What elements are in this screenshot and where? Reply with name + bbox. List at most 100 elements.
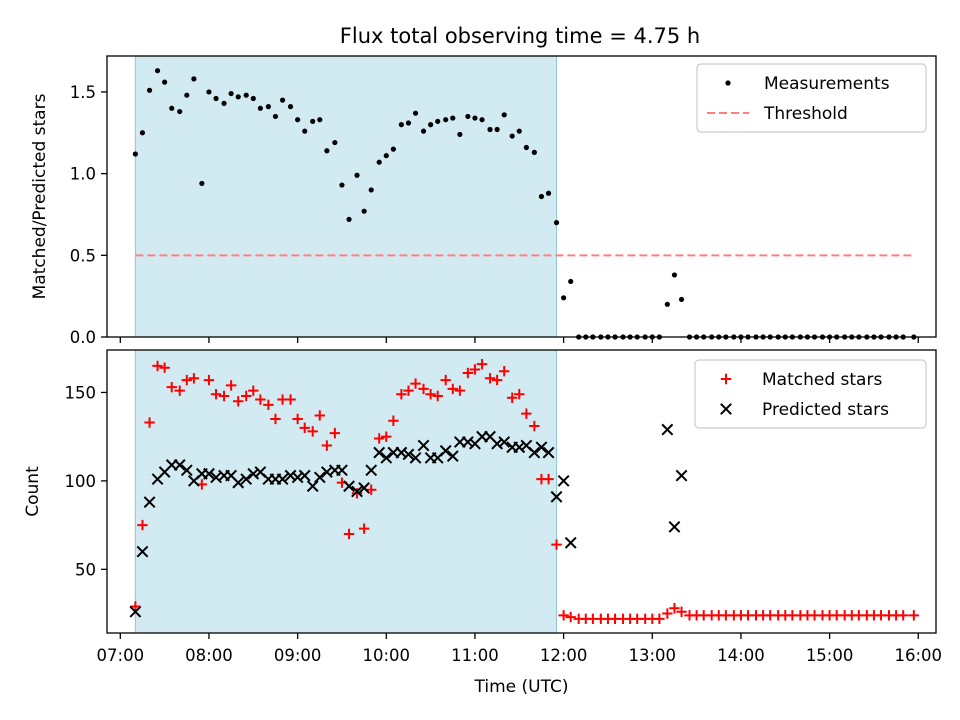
- bottom-series-0-point-46: [469, 364, 481, 375]
- bottom-series-1-point-38: [409, 451, 422, 464]
- bottom-series-1-point-10: [203, 467, 215, 480]
- top-series-0-point-72: [664, 301, 670, 307]
- top-ytick-label-3: 1.5: [70, 83, 96, 102]
- top-series-0-point-42: [443, 117, 449, 123]
- bottom-series-1-point-1: [136, 545, 149, 558]
- bottom-series-1-point-62: [675, 469, 688, 482]
- top-ytick-label-2: 1.0: [70, 165, 96, 184]
- top-series-0-point-22: [295, 117, 301, 123]
- top-legend-label-0: Measurements: [764, 74, 890, 94]
- bottom-series-0-point-43: [447, 383, 458, 395]
- top-series-0-point-55: [538, 193, 545, 200]
- bottom-series-1-point-7: [180, 464, 193, 477]
- bottom-series-1-point-37: [402, 448, 415, 461]
- bottom-series-0-point-40: [425, 389, 436, 400]
- bottom-series-0-point-14: [233, 396, 244, 407]
- bottom-series-1-point-39: [417, 439, 430, 452]
- bottom-series-0-point-7: [181, 374, 192, 386]
- bottom-axes-frame: [106, 349, 937, 634]
- bottom-series-1-point-20: [276, 473, 289, 486]
- top-series-0-point-35: [390, 146, 396, 152]
- top-series-0-point-49: [494, 126, 500, 133]
- bottom-series-1-point-58: [557, 474, 570, 487]
- bottom-series-0-point-18: [263, 399, 274, 411]
- bottom-series-0-point-54: [529, 420, 540, 432]
- bottom-series-1-point-30: [351, 485, 363, 498]
- top-series-0-point-20: [279, 97, 286, 103]
- bottom-series-0-point-13: [225, 380, 237, 391]
- top-series-0-point-23: [302, 128, 308, 134]
- top-series-0-point-21: [287, 104, 294, 110]
- bottom-series-0-point-17: [255, 394, 266, 405]
- top-legend-marker-0: [725, 80, 731, 86]
- bottom-series-0-point-48: [484, 373, 496, 384]
- top-ylabel: Matched/Predicted stars: [30, 93, 50, 299]
- top-series-0-point-57: [553, 220, 560, 226]
- bottom-ytick-label-0: 50: [75, 560, 96, 579]
- top-series-0-point-34: [383, 153, 389, 159]
- bottom-series-0-point-57: [551, 539, 562, 550]
- bottom-series-1-point-54: [528, 446, 541, 459]
- bottom-series-1: [129, 423, 688, 618]
- top-series-0-point-44: [457, 131, 463, 138]
- top-series-0-point-5: [169, 105, 175, 111]
- bottom-series-1-point-45: [461, 436, 474, 448]
- bottom-series-1-point-60: [661, 423, 674, 436]
- bottom-series-1-point-61: [668, 520, 681, 533]
- bottom-series-0-point-5: [166, 381, 177, 393]
- bottom-xtick-label-2: 09:00: [274, 646, 322, 665]
- bottom-series-1-point-21: [284, 469, 297, 482]
- bottom-series-1-point-52: [513, 441, 526, 454]
- bottom-ytick-label-2: 150: [65, 383, 97, 402]
- top-series-0-point-28: [339, 182, 345, 188]
- top-series-0-point-1: [139, 130, 146, 136]
- top-series-0-point-16: [250, 95, 256, 102]
- bottom-observing-span: [134, 349, 558, 634]
- top-series-0-point-47: [479, 117, 485, 123]
- bottom-series-0-point-36: [396, 389, 407, 400]
- bottom-series-0-point-49: [491, 374, 503, 386]
- bottom-legend-box: [694, 359, 927, 429]
- bottom-series-1-point-6: [173, 459, 186, 471]
- bottom-series-0-point-42: [440, 374, 451, 386]
- top-series-0-point-54: [531, 149, 537, 155]
- bottom-series-0-point-72: [662, 608, 673, 619]
- bottom-series-0-point-31: [358, 523, 370, 534]
- top-axes-frame: [106, 55, 937, 338]
- bottom-series-1-point-59: [564, 536, 577, 549]
- top-series-0-point-40: [428, 122, 434, 128]
- top-series-0-point-43: [450, 115, 456, 121]
- bottom-xtick-label-6: 13:00: [628, 646, 676, 665]
- bottom-xtick-label-4: 11:00: [451, 646, 499, 665]
- bottom-series-0-point-44: [454, 385, 466, 396]
- top-series-0-point-19: [272, 113, 279, 120]
- bottom-series-0-point-71: [654, 613, 665, 625]
- bottom-series-1-point-2: [143, 496, 156, 509]
- bottom-series-0-point-10: [203, 374, 215, 386]
- top-series-0-point-74: [678, 296, 685, 303]
- top-series-0-point-10: [206, 89, 212, 95]
- top-series-0-point-30: [354, 172, 360, 178]
- bottom-series-0-point-105: [908, 610, 920, 621]
- bottom-series-1-point-33: [373, 446, 386, 459]
- bottom-series-0-point-2: [144, 417, 155, 428]
- top-series-0-point-46: [472, 115, 478, 121]
- top-series-0-point-14: [235, 94, 241, 100]
- bottom-series-0-point-22: [292, 413, 303, 425]
- bottom-series-1-point-57: [550, 490, 563, 503]
- bottom-series-1-point-16: [247, 467, 260, 480]
- top-series-0-point-37: [405, 120, 412, 126]
- bottom-series-1-point-49: [491, 437, 504, 450]
- bottom-series-0-point-59: [565, 611, 576, 623]
- bottom-series-1-point-36: [395, 446, 408, 459]
- bottom-legend-label-1: Predicted stars: [762, 400, 889, 420]
- bottom-series-0-point-45: [462, 367, 474, 379]
- bottom-xtick-label-7: 14:00: [717, 646, 765, 665]
- top-series-0-point-8: [191, 76, 197, 82]
- bottom-series-0-point-30: [351, 488, 363, 499]
- top-series-0-point-50: [501, 112, 507, 118]
- bottom-series-0-point-38: [410, 378, 421, 389]
- bottom-series-1-point-31: [358, 482, 371, 494]
- bottom-legend-label-0: Matched stars: [762, 370, 882, 390]
